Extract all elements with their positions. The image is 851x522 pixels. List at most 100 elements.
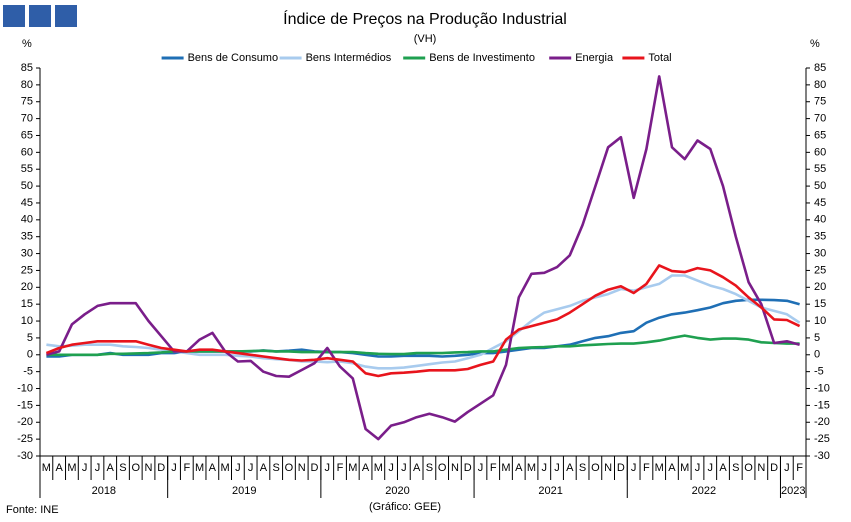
y-tick-label: -25 (17, 433, 33, 445)
x-tick-label: A (260, 462, 268, 474)
x-tick-label: J (171, 462, 177, 474)
x-tick-label: J (235, 462, 241, 474)
y2-tick-label: -5 (814, 366, 824, 378)
year-label: 2019 (232, 485, 256, 497)
x-tick-label: O (285, 462, 294, 474)
x-tick-label: D (311, 462, 319, 474)
legend-label: Bens de Investimento (429, 52, 535, 64)
x-tick-label: F (337, 462, 344, 474)
y-tick-label: 25 (21, 264, 33, 276)
x-tick-label: J (401, 462, 407, 474)
y2-tick-label: 40 (814, 214, 826, 226)
series-line (46, 75, 800, 441)
y2-tick-label: 5 (814, 332, 820, 344)
x-tick-label: M (374, 462, 383, 474)
x-tick-label: D (770, 462, 778, 474)
x-tick-label: J (784, 462, 790, 474)
x-tick-label: D (157, 462, 165, 474)
y-tick-label: 40 (21, 214, 33, 226)
legend-label: Energia (575, 52, 614, 64)
logo-box (3, 5, 25, 27)
x-tick-label: M (501, 462, 510, 474)
y2-tick-label: 70 (814, 113, 826, 125)
source: Fonte: INE (6, 504, 59, 516)
y2-tick-label: -15 (814, 399, 830, 411)
x-tick-label: N (298, 462, 306, 474)
x-tick-label: N (451, 462, 459, 474)
chart-subtitle: (VH) (414, 33, 437, 45)
x-tick-label: A (566, 462, 574, 474)
x-tick-label: J (631, 462, 637, 474)
x-tick-label: N (604, 462, 612, 474)
y-tick-label: 15 (21, 298, 33, 310)
legend-label: Total (648, 52, 671, 64)
y-tick-label: -15 (17, 399, 33, 411)
y-tick-label: 75 (21, 96, 33, 108)
x-tick-label: M (221, 462, 230, 474)
logo-box (55, 5, 77, 27)
y2-tick-label: 10 (814, 315, 826, 327)
x-tick-label: S (732, 462, 739, 474)
x-tick-label: J (708, 462, 714, 474)
x-tick-label: J (478, 462, 484, 474)
y2-tick-label: 65 (814, 129, 826, 141)
y2-tick-label: 50 (814, 180, 826, 192)
y-tick-label: -30 (17, 450, 33, 462)
x-tick-label: J (388, 462, 394, 474)
y2-tick-label: 20 (814, 281, 826, 293)
y-tick-label: 10 (21, 315, 33, 327)
y2-tick-label: 60 (814, 146, 826, 158)
x-tick-label: M (348, 462, 357, 474)
y-tick-label: 60 (21, 146, 33, 158)
x-tick-label: S (579, 462, 586, 474)
note: (Gráfico: GEE) (369, 501, 441, 513)
x-tick-label: J (248, 462, 254, 474)
y-axis-label: % (22, 38, 32, 50)
x-tick-label: M (195, 462, 204, 474)
y-tick-label: 5 (27, 332, 33, 344)
y-tick-label: 80 (21, 79, 33, 91)
y2-tick-label: -20 (814, 416, 830, 428)
x-tick-label: M (42, 462, 51, 474)
y2-tick-label: 25 (814, 264, 826, 276)
year-label: 2018 (92, 485, 116, 497)
x-tick-label: M (527, 462, 536, 474)
x-tick-label: J (542, 462, 548, 474)
x-tick-label: J (82, 462, 88, 474)
x-tick-label: S (119, 462, 126, 474)
y2-tick-label: 75 (814, 96, 826, 108)
x-tick-label: O (744, 462, 753, 474)
x-tick-label: A (362, 462, 370, 474)
x-tick-label: M (680, 462, 689, 474)
x-tick-label: A (209, 462, 217, 474)
legend-label: Bens de Consumo (188, 52, 279, 64)
year-label: 2021 (538, 485, 562, 497)
x-tick-label: S (426, 462, 433, 474)
x-tick-label: D (617, 462, 625, 474)
y2-tick-label: -30 (814, 450, 830, 462)
y-tick-label: 45 (21, 197, 33, 209)
chart-title: Índice de Preços na Produção Industrial (283, 9, 567, 28)
y-tick-label: 70 (21, 113, 33, 125)
x-tick-label: M (655, 462, 664, 474)
x-tick-label: A (55, 462, 63, 474)
x-tick-label: D (464, 462, 472, 474)
x-tick-label: J (95, 462, 101, 474)
x-tick-label: M (67, 462, 76, 474)
year-label: 2020 (385, 485, 409, 497)
y2-axis-label: % (810, 38, 820, 50)
x-tick-label: J (554, 462, 560, 474)
series-line (46, 334, 800, 357)
y-tick-label: 35 (21, 231, 33, 243)
y-tick-label: -5 (23, 366, 33, 378)
x-tick-label: N (145, 462, 153, 474)
x-tick-label: F (490, 462, 497, 474)
x-tick-label: S (273, 462, 280, 474)
x-tick-label: N (757, 462, 765, 474)
x-tick-label: A (515, 462, 523, 474)
x-tick-label: A (719, 462, 727, 474)
year-label: 2022 (692, 485, 716, 497)
y-tick-label: 65 (21, 129, 33, 141)
x-tick-label: O (131, 462, 140, 474)
y-tick-label: -10 (17, 382, 33, 394)
